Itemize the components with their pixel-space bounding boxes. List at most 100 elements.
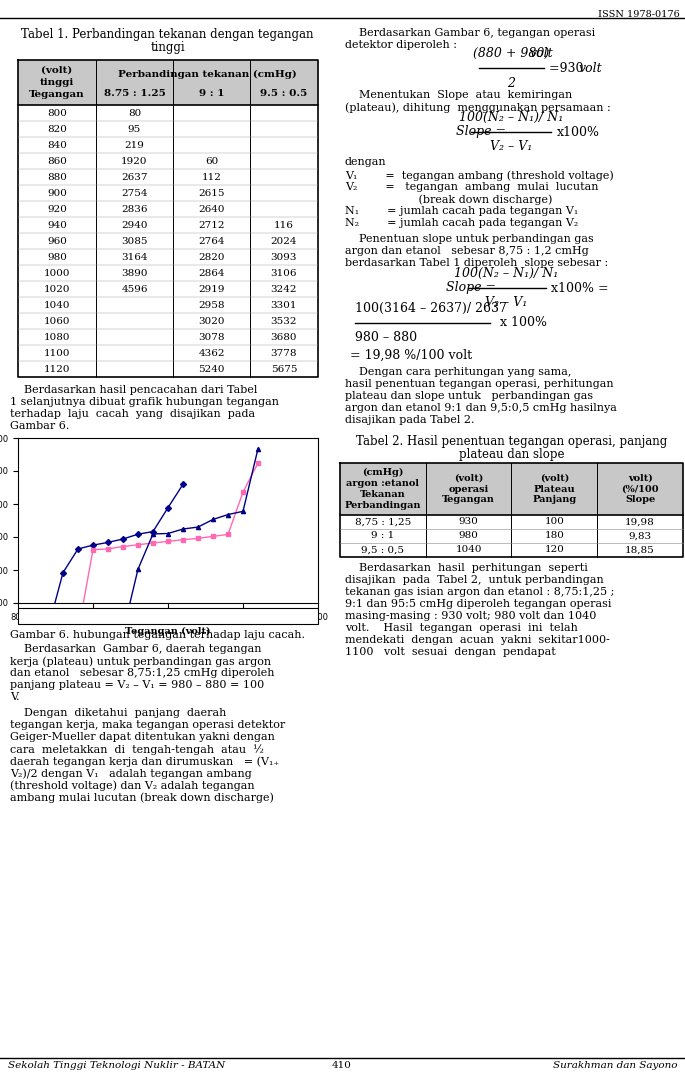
Text: Slope =: Slope =	[447, 282, 497, 295]
Text: 3085: 3085	[121, 237, 148, 245]
Text: 2024: 2024	[271, 237, 297, 245]
Text: Dengan  diketahui  panjang  daerah: Dengan diketahui panjang daerah	[10, 708, 226, 718]
Text: 3890: 3890	[121, 269, 148, 278]
Text: Berdasarkan  hasil  perhitungan  seperti: Berdasarkan hasil perhitungan seperti	[345, 563, 588, 574]
Text: (volt): (volt)	[540, 473, 569, 482]
Text: (volt): (volt)	[41, 66, 73, 75]
Text: 112: 112	[201, 172, 221, 182]
Text: Berdasarkan hasil pencacahan dari Tabel: Berdasarkan hasil pencacahan dari Tabel	[10, 385, 258, 395]
Text: V₂        =   tegangan  ambang  mulai  lucutan: V₂ = tegangan ambang mulai lucutan	[345, 182, 599, 192]
Text: Slope =: Slope =	[456, 126, 506, 139]
Text: 1080: 1080	[44, 332, 71, 341]
Text: 5240: 5240	[198, 365, 225, 373]
Text: 80: 80	[128, 109, 141, 117]
Text: V₁        =  tegangan ambang (threshold voltage): V₁ = tegangan ambang (threshold voltage)	[345, 170, 614, 181]
Text: 60: 60	[205, 156, 218, 166]
Text: N₂        = jumlah cacah pada tegangan V₂: N₂ = jumlah cacah pada tegangan V₂	[345, 218, 578, 228]
Text: mendekati  dengan  acuan  yakni  sekitar1000-: mendekati dengan acuan yakni sekitar1000…	[345, 635, 610, 645]
Text: 1100: 1100	[44, 349, 71, 357]
Text: daerah tegangan kerja dan dirumuskan   = (V₁₊: daerah tegangan kerja dan dirumuskan = (…	[10, 756, 279, 766]
Text: hasil penentuan tegangan operasi, perhitungan: hasil penentuan tegangan operasi, perhit…	[345, 379, 614, 390]
Text: 3301: 3301	[271, 300, 297, 310]
Text: ambang mulai lucutan (break down discharge): ambang mulai lucutan (break down dischar…	[10, 792, 274, 803]
Text: 120: 120	[545, 546, 564, 554]
Text: 100(3164 – 2637)/ 2637: 100(3164 – 2637)/ 2637	[355, 302, 507, 315]
Text: masing-masing : 930 volt; 980 volt dan 1040: masing-masing : 930 volt; 980 volt dan 1…	[345, 611, 597, 621]
Text: 19,98: 19,98	[625, 518, 655, 526]
Text: 2: 2	[508, 77, 516, 90]
Text: Tekanan: Tekanan	[360, 490, 406, 499]
Text: V₂ – V₁: V₂ – V₁	[490, 140, 533, 153]
Text: 940: 940	[47, 221, 67, 229]
Text: operasi: operasi	[449, 484, 489, 494]
Text: (cmHg): (cmHg)	[362, 468, 403, 477]
Text: 920: 920	[47, 204, 67, 213]
Text: kerja (plateau) untuk perbandingan gas argon: kerja (plateau) untuk perbandingan gas a…	[10, 656, 271, 666]
Text: Tabel 2. Hasil penentuan tegangan operasi, panjang: Tabel 2. Hasil penentuan tegangan operas…	[356, 435, 667, 448]
Text: 116: 116	[274, 221, 294, 229]
Text: Berdasarkan Gambar 6, tegangan operasi: Berdasarkan Gambar 6, tegangan operasi	[345, 28, 595, 38]
Text: 980: 980	[47, 253, 67, 261]
Text: disajikan  pada  Tabel 2,  untuk perbandingan: disajikan pada Tabel 2, untuk perbanding…	[345, 575, 603, 585]
Text: 930: 930	[459, 518, 479, 526]
Text: 9.5 : 0.5: 9.5 : 0.5	[260, 89, 308, 99]
Text: Surakhman dan Sayono: Surakhman dan Sayono	[553, 1061, 678, 1070]
Text: Gambar 6. hubungan tegangan terhadap laju cacah.: Gambar 6. hubungan tegangan terhadap laj…	[10, 631, 305, 640]
Text: Plateau: Plateau	[534, 484, 575, 494]
Text: 2640: 2640	[198, 204, 225, 213]
Text: Tegangan: Tegangan	[443, 496, 495, 505]
Text: 2940: 2940	[121, 221, 148, 229]
Text: 980 – 880: 980 – 880	[355, 331, 417, 344]
Text: Tegangan: Tegangan	[29, 90, 85, 99]
Text: dan etanol   sebesar 8,75:1,25 cmHg diperoleh: dan etanol sebesar 8,75:1,25 cmHg dipero…	[10, 668, 275, 678]
Text: V.: V.	[10, 692, 19, 702]
Text: Panjang: Panjang	[532, 496, 577, 505]
Text: argon :etanol: argon :etanol	[347, 479, 419, 489]
Text: Menentukan  Slope  atau  kemiringan: Menentukan Slope atau kemiringan	[345, 90, 572, 100]
Text: Gambar 6.: Gambar 6.	[10, 421, 69, 431]
Text: (%/100: (%/100	[621, 484, 659, 494]
Text: N₁        = jumlah cacah pada tegangan V₁: N₁ = jumlah cacah pada tegangan V₁	[345, 206, 578, 216]
Text: panjang plateau = V₂ – V₁ = 980 – 880 = 100: panjang plateau = V₂ – V₁ = 980 – 880 = …	[10, 680, 264, 690]
Text: Berdasarkan  Gambar 6, daerah tegangan: Berdasarkan Gambar 6, daerah tegangan	[10, 645, 262, 654]
Text: 9 : 1: 9 : 1	[199, 89, 224, 99]
Text: 2712: 2712	[198, 221, 225, 229]
Text: 840: 840	[47, 141, 67, 150]
Text: 2836: 2836	[121, 204, 148, 213]
Text: 9 : 1: 9 : 1	[371, 532, 395, 540]
X-axis label: Tegangan (volt): Tegangan (volt)	[125, 627, 211, 636]
Text: 9,83: 9,83	[629, 532, 651, 540]
Text: 2919: 2919	[198, 284, 225, 294]
Text: argon dan etanol 9:1 dan 9,5:0,5 cmHg hasilnya: argon dan etanol 9:1 dan 9,5:0,5 cmHg ha…	[345, 404, 617, 413]
Text: 3680: 3680	[271, 332, 297, 341]
Text: ISSN 1978-0176: ISSN 1978-0176	[598, 10, 680, 19]
Text: 3078: 3078	[198, 332, 225, 341]
Text: Perbandingan: Perbandingan	[345, 501, 421, 510]
Text: tekanan gas isian argon dan etanol : 8,75:1,25 ;: tekanan gas isian argon dan etanol : 8,7…	[345, 587, 614, 597]
Text: (plateau), dihitung  menggunakan persamaan :: (plateau), dihitung menggunakan persamaa…	[345, 102, 611, 113]
Bar	[340, 463, 683, 515]
Text: Tabel 1. Perbandingan tekanan dengan tegangan: Tabel 1. Perbandingan tekanan dengan teg…	[21, 28, 314, 41]
Text: tinggi: tinggi	[40, 77, 74, 87]
Text: 100(N₂ – N₁)/ N₁: 100(N₂ – N₁)/ N₁	[460, 111, 564, 124]
Text: 1000: 1000	[44, 269, 71, 278]
Text: 2820: 2820	[198, 253, 225, 261]
Text: Penentuan slope untuk perbandingan gas: Penentuan slope untuk perbandingan gas	[345, 233, 594, 244]
Text: 95: 95	[128, 125, 141, 133]
Text: (880 + 980): (880 + 980)	[473, 47, 549, 60]
Text: volt: volt	[579, 61, 603, 74]
Text: Slope: Slope	[625, 496, 656, 505]
Text: 1040: 1040	[456, 546, 482, 554]
Text: tegangan kerja, maka tegangan operasi detektor: tegangan kerja, maka tegangan operasi de…	[10, 720, 285, 730]
Text: V₂ – V₁: V₂ – V₁	[486, 296, 527, 309]
Text: plateau dan slope: plateau dan slope	[459, 448, 564, 461]
Text: 860: 860	[47, 156, 67, 166]
Text: 880: 880	[47, 172, 67, 182]
Text: 2615: 2615	[198, 188, 225, 198]
Text: detektor diperoleh :: detektor diperoleh :	[345, 40, 457, 49]
Text: 800: 800	[47, 109, 67, 117]
Text: tinggi: tinggi	[150, 41, 185, 54]
Text: 1920: 1920	[121, 156, 148, 166]
Text: (threshold voltage) dan V₂ adalah tegangan: (threshold voltage) dan V₂ adalah tegang…	[10, 780, 255, 791]
Text: 3242: 3242	[271, 284, 297, 294]
